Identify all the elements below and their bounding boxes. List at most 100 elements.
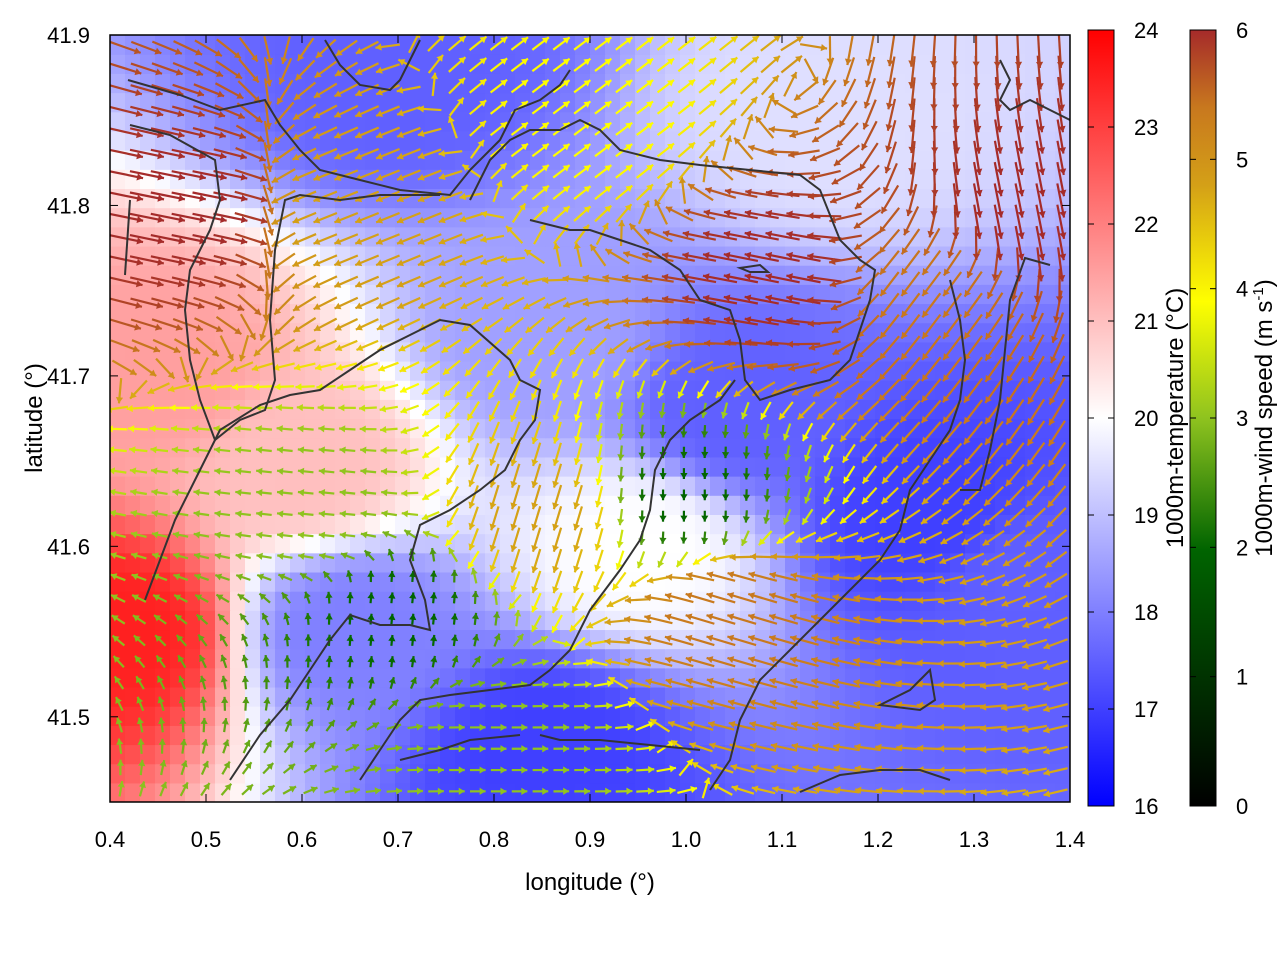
temperature-cell [875,437,891,458]
temperature-cell [605,54,621,74]
x-tick-label: 0.8 [479,827,510,852]
temperature-cell [380,303,396,324]
temperature-cell [935,399,951,420]
temperature-cell [980,706,996,726]
temperature-cell [380,495,396,515]
temperature-cell [935,380,951,400]
temperature-cell [305,437,321,458]
temperature-cell [305,130,321,151]
temperature-cell [275,322,291,343]
temperature-cell [245,686,261,707]
temperature-cell [305,514,321,535]
temperature-cell [140,763,156,784]
temperature-cell [695,322,711,343]
temperature-cell [770,514,786,535]
temperature-cell [440,648,456,669]
temperature-cell [620,360,636,381]
temperature-cell [230,725,246,746]
temperature-cell [485,763,501,784]
temperature-cell [530,476,546,496]
temperature-cell [455,629,471,650]
temperature-cell [260,667,276,688]
x-tick-label: 1.2 [863,827,894,852]
temperature-cell [260,495,276,515]
temperature-cell [110,265,126,285]
temperature-cell [230,648,246,669]
temperature-cell [875,456,891,477]
temperature-cell [185,648,201,669]
temperature-cell [350,533,366,554]
temperature-cell [920,706,936,726]
temperature-cell [605,610,621,631]
temperature-cell [545,648,561,669]
temperature-cell [245,380,261,400]
temperature-cell [335,667,351,688]
temperature-cell [335,744,351,765]
temperature-cell [815,456,831,477]
temperature-cell [260,514,276,535]
temperature-cell [320,610,336,631]
temperature-cell [530,111,546,132]
temperature-field [110,35,1070,802]
temperature-cell [275,341,291,362]
temperature-cell [950,476,966,496]
temperature-cell [455,130,471,151]
temperature-cell [830,533,846,554]
temperature-cell [440,130,456,151]
temperature-cell [245,591,261,611]
temperature-cell [1055,629,1070,650]
temperature-cell [1040,399,1056,420]
temperature-cell [185,686,201,707]
temperature-cell [725,418,741,439]
temperature-cell [110,456,126,477]
temperature-cell [590,92,606,113]
temperature-cell [485,437,501,458]
temperature-cell [965,763,981,784]
temperature-cell [860,207,876,228]
temperature-cell [980,92,996,113]
temperature-cell [365,648,381,669]
temperature-cell [830,399,846,420]
temperature-cell [350,476,366,496]
temperature-cell [1055,571,1070,592]
temperature-cell [905,591,921,611]
colorbar-tick-label: 4 [1236,277,1248,302]
temperature-cell [140,686,156,707]
temperature-cell [605,399,621,420]
temperature-cell [365,437,381,458]
temperature-cell [950,667,966,688]
temperature-cell [140,629,156,650]
temperature-cell [425,322,441,343]
temperature-cell [1040,591,1056,611]
temperature-cell [620,111,636,132]
temperature-cell [1025,763,1041,784]
temperature-cell [950,763,966,784]
temperature-cell [830,54,846,74]
temperature-cell [800,476,816,496]
temperature-cell [545,111,561,132]
temperature-cell [695,686,711,707]
temperature-cell [245,35,261,55]
temperature-cell [305,456,321,477]
temperature-cell [605,706,621,726]
temperature-cell [1025,437,1041,458]
temperature-cell [485,744,501,765]
temperature-cell [335,514,351,535]
temperature-cell [350,265,366,285]
temperature-cell [635,571,651,592]
temperature-cell [335,686,351,707]
temperature-cell [350,552,366,573]
temperature-cell [935,73,951,94]
temperature-cell [1025,706,1041,726]
x-tick-label: 1.3 [959,827,990,852]
temperature-cell [290,399,306,420]
temperature-cell [890,495,906,515]
temperature-cell [275,782,291,802]
temperature-cell [155,360,171,381]
temperature-cell [305,533,321,554]
temperature-cell [905,495,921,515]
temperature-cell [200,610,216,631]
temperature-cell [980,150,996,170]
temperature-cell [800,725,816,746]
